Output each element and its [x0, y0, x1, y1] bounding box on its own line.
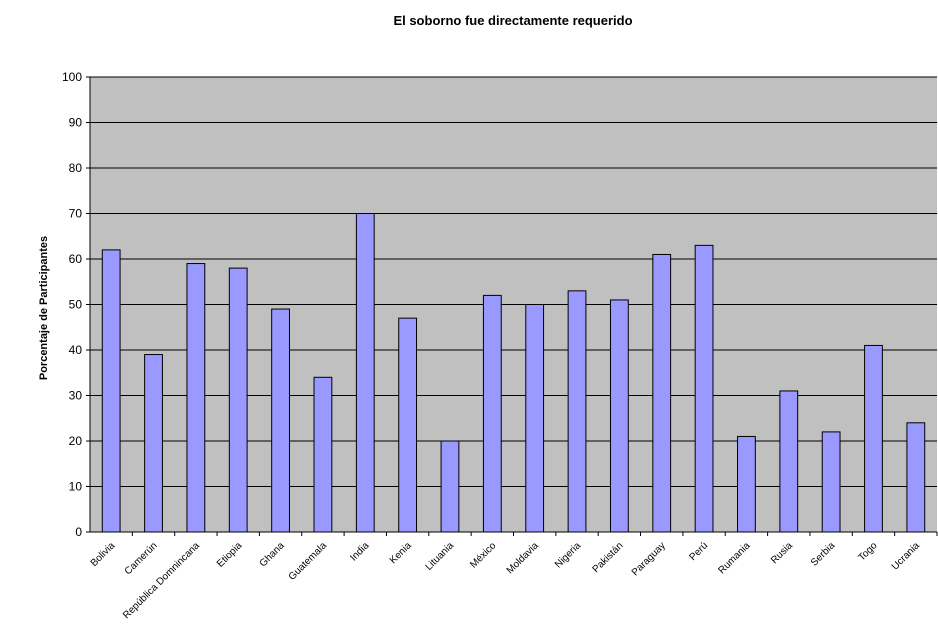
bar-kenia	[398, 317, 418, 533]
bar-per-	[694, 244, 714, 533]
bar-lituania	[440, 440, 460, 533]
y-tick-labels: 0 10 20 30 40 50 60 70 80 90 100	[62, 70, 82, 539]
x-tick-label: Bolivia	[89, 540, 118, 569]
bar-nigeria	[567, 290, 587, 533]
x-tick-label: Pakistán	[591, 540, 626, 575]
y-tick-label: 70	[69, 207, 83, 221]
bar-guatemala	[313, 376, 333, 533]
y-tick-label: 50	[69, 298, 83, 312]
bar-ucrania	[906, 422, 926, 533]
y-tick-label: 60	[69, 252, 83, 266]
x-tick-label: México	[468, 540, 498, 570]
x-tick-label: India	[348, 540, 371, 563]
x-tick-label: Moldavia	[505, 540, 541, 576]
bar-camer-n	[144, 354, 163, 533]
x-tick-label: Ghana	[258, 540, 287, 569]
x-tick-label: Paraguay	[630, 540, 668, 578]
x-tick-label: Nigeria	[553, 540, 583, 570]
y-tick-label: 10	[69, 480, 83, 494]
bar-paraguay	[652, 253, 672, 533]
bar-india	[355, 213, 375, 533]
x-tick-label: Serbia	[809, 540, 838, 569]
y-tick-label: 80	[69, 161, 83, 175]
bar-etiopia	[228, 267, 248, 533]
bar-pakist-n	[609, 299, 629, 533]
chart-title: El soborno fue directamente requerido	[393, 13, 632, 28]
x-tick-label: Ucrania	[890, 540, 922, 572]
bar-togo	[864, 344, 883, 533]
axes	[86, 76, 938, 536]
bar-rusia	[779, 390, 799, 533]
y-axis-label: Porcentaje de Participantes	[38, 236, 50, 380]
x-tick-label: Rusia	[769, 540, 795, 566]
bar-ghana	[271, 308, 290, 533]
y-tick-label: 100	[62, 70, 82, 84]
bar-rumania	[737, 435, 756, 533]
x-tick-label: Kenia	[388, 540, 414, 566]
x-tick-label: Etiopia	[215, 540, 245, 570]
y-tick-label: 40	[69, 343, 83, 357]
x-tick-label: Camerún	[123, 540, 160, 577]
x-tick-label: Perú	[687, 540, 710, 563]
y-tick-label: 30	[69, 389, 83, 403]
bar-bolivia	[101, 249, 121, 533]
y-tick-label: 90	[69, 116, 83, 130]
y-tick-label: 20	[69, 434, 83, 448]
x-tick-label: Rumania	[716, 540, 752, 576]
bar-moldavia	[525, 304, 545, 533]
x-tick-label: Lituania	[424, 540, 457, 573]
bars	[101, 213, 926, 533]
bar-m-xico	[482, 294, 502, 533]
x-tick-label: Togo	[856, 540, 879, 563]
x-tick-label: Guatemala	[287, 540, 330, 583]
bar-rep-blica-domnincana	[186, 263, 206, 533]
x-tick-label: República Domnincana	[121, 540, 202, 621]
y-tick-label: 0	[75, 525, 82, 539]
bar-serbia	[821, 431, 841, 533]
